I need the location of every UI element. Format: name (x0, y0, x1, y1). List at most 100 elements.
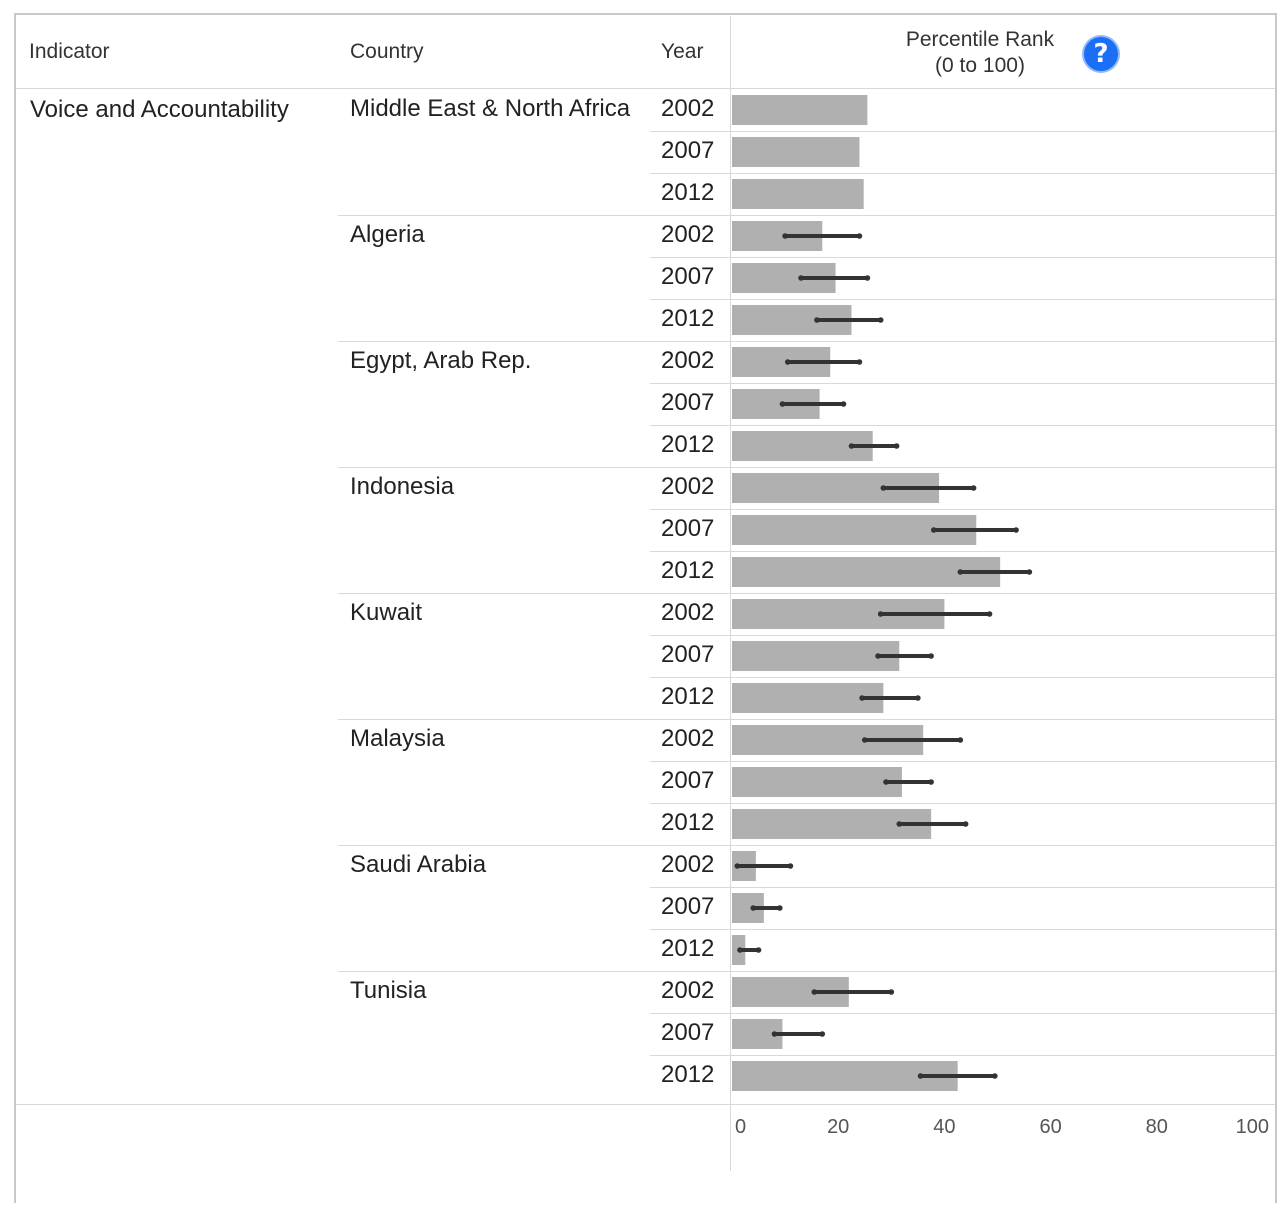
year-label: 2007 (661, 641, 715, 668)
percentile-rank-header: Percentile Rank (0 to 100) (880, 28, 1080, 78)
country-name: Indonesia (350, 473, 455, 500)
indicator-column-header: Indicator (29, 40, 110, 63)
country-name: Kuwait (350, 599, 423, 626)
year-label: 2002 (661, 851, 715, 878)
bar (732, 137, 860, 167)
country-group-divider (338, 971, 1275, 972)
country-name: Malaysia (350, 725, 445, 752)
error-bar-cap (840, 401, 847, 407)
error-bar-cap (856, 233, 863, 239)
year-label: 2012 (661, 683, 715, 710)
error-bar-cap (737, 947, 743, 953)
year-label: 2012 (661, 809, 715, 836)
year-label: 2007 (661, 767, 715, 794)
error-bar-cap (864, 275, 871, 281)
country-group-divider (338, 467, 1275, 468)
error-bar-cap (957, 569, 964, 575)
year-label: 2002 (661, 473, 715, 500)
year-label: 2002 (661, 977, 715, 1004)
year-row-divider (650, 929, 1275, 930)
error-bar-cap (915, 695, 921, 701)
error-bar-cap (986, 611, 993, 617)
table-bottom-divider (16, 1104, 1275, 1105)
error-bar-cap (787, 863, 794, 869)
error-bar-cap (1026, 569, 1033, 575)
error-bar-cap (992, 1073, 998, 1079)
error-bar-cap (771, 1031, 778, 1037)
error-bar-cap (782, 233, 788, 239)
x-tick-label: 0 (735, 1116, 746, 1138)
year-label: 2007 (661, 1019, 715, 1046)
error-bar-cap (883, 779, 889, 785)
year-label: 2012 (661, 305, 715, 332)
country-group-divider (338, 341, 1275, 342)
year-row-divider (650, 425, 1275, 426)
year-label: 2007 (661, 389, 715, 416)
error-bar-cap (962, 821, 969, 827)
bar (732, 767, 902, 797)
year-label: 2002 (661, 221, 715, 248)
year-row-divider (650, 257, 1275, 258)
error-bar-cap (734, 863, 741, 869)
error-bar-cap (856, 359, 863, 365)
error-bar-cap (896, 821, 903, 827)
error-bar-cap (880, 485, 887, 491)
x-tick-label: 20 (827, 1116, 849, 1138)
error-bar-cap (1013, 527, 1019, 533)
error-bar-cap (784, 359, 791, 365)
error-bar-cap (930, 527, 937, 533)
year-label: 2002 (661, 95, 715, 122)
error-bar-cap (928, 779, 934, 785)
year-label: 2012 (661, 935, 715, 962)
year-label: 2012 (661, 1061, 715, 1088)
help-icon[interactable]: ? (1084, 37, 1118, 71)
error-bar-cap (819, 1031, 826, 1037)
error-bar-cap (755, 947, 762, 953)
year-row-divider (650, 551, 1275, 552)
country-group-divider (338, 593, 1275, 594)
year-row-divider (650, 887, 1275, 888)
year-row-divider (650, 173, 1275, 174)
year-label: 2002 (661, 725, 715, 752)
year-row-divider (650, 509, 1275, 510)
year-row-divider (650, 131, 1275, 132)
country-group-divider (338, 845, 1275, 846)
error-bar-cap (875, 653, 881, 659)
error-bar-cap (848, 443, 855, 449)
error-bar-cap (970, 485, 977, 491)
year-label: 2007 (661, 515, 715, 542)
year-row-divider (650, 761, 1275, 762)
error-bar-cap (893, 443, 900, 449)
bar (732, 683, 884, 713)
year-label: 2012 (661, 557, 715, 584)
percentile-rank-range: (0 to 100) (935, 54, 1025, 77)
error-bar-cap (928, 653, 934, 659)
bar (732, 641, 900, 671)
header-divider (16, 88, 1275, 89)
indicator-name: Voice and Accountability (30, 96, 289, 123)
country-column-header: Country (350, 40, 424, 63)
error-bar-cap (888, 989, 895, 995)
bar (732, 95, 868, 125)
x-tick-label: 100 (1236, 1116, 1269, 1138)
country-name: Saudi Arabia (350, 851, 487, 878)
year-label: 2007 (661, 137, 715, 164)
chart-frame (14, 13, 1277, 1203)
error-bar-cap (798, 275, 804, 281)
bar (732, 179, 864, 209)
year-row-divider (650, 1013, 1275, 1014)
country-name: Algeria (350, 221, 425, 248)
error-bar-cap (957, 737, 964, 743)
year-label: 2012 (661, 179, 715, 206)
country-name: Middle East & North Africa (350, 95, 631, 122)
error-bar-cap (877, 317, 884, 323)
error-bar-cap (779, 401, 786, 407)
year-label: 2002 (661, 347, 715, 374)
country-name: Tunisia (350, 977, 427, 1004)
error-bar-cap (877, 611, 884, 617)
country-group-divider (338, 719, 1275, 720)
x-tick-label: 40 (933, 1116, 955, 1138)
year-row-divider (650, 383, 1275, 384)
year-row-divider (650, 299, 1275, 300)
